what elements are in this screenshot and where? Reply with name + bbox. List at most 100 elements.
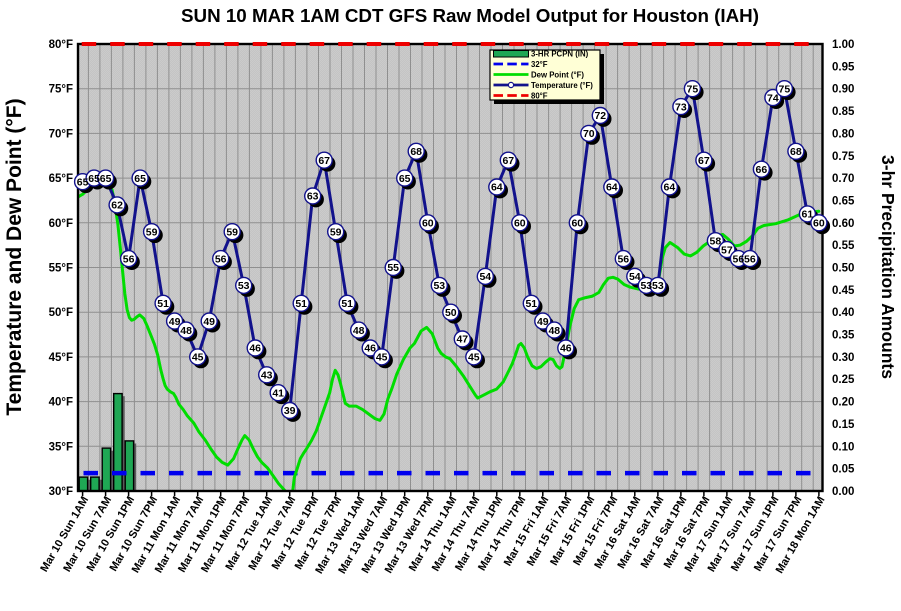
svg-text:Temperature (°F): Temperature (°F) [531, 81, 593, 90]
svg-text:61: 61 [802, 209, 814, 221]
svg-text:60: 60 [514, 218, 526, 230]
svg-text:73: 73 [675, 101, 687, 113]
svg-text:0.50: 0.50 [832, 263, 854, 275]
svg-text:65°F: 65°F [49, 173, 73, 185]
svg-text:64: 64 [664, 182, 676, 194]
svg-text:56: 56 [123, 253, 135, 265]
svg-text:57: 57 [721, 244, 733, 256]
svg-text:67: 67 [698, 155, 710, 167]
svg-text:1.00: 1.00 [832, 39, 854, 51]
svg-text:56: 56 [215, 253, 227, 265]
svg-text:46: 46 [249, 343, 261, 355]
svg-text:0.75: 0.75 [832, 151, 855, 163]
svg-text:0.65: 0.65 [832, 195, 855, 207]
svg-text:65: 65 [88, 173, 100, 185]
svg-text:75: 75 [687, 83, 699, 95]
svg-text:0.60: 0.60 [832, 218, 854, 230]
svg-text:43: 43 [261, 370, 273, 382]
svg-text:Dew Point (°F): Dew Point (°F) [531, 70, 584, 79]
svg-text:53: 53 [652, 280, 664, 292]
svg-text:45: 45 [192, 352, 204, 364]
svg-text:47: 47 [456, 334, 468, 346]
svg-text:0.15: 0.15 [832, 419, 855, 431]
svg-text:65: 65 [399, 173, 411, 185]
svg-text:72: 72 [594, 110, 606, 122]
svg-text:49: 49 [203, 316, 215, 328]
svg-text:64: 64 [606, 182, 618, 194]
svg-text:67: 67 [318, 155, 330, 167]
svg-text:0.05: 0.05 [832, 464, 855, 476]
svg-text:45: 45 [468, 352, 480, 364]
svg-text:46: 46 [560, 343, 572, 355]
svg-text:58: 58 [710, 235, 722, 247]
svg-text:0.20: 0.20 [832, 397, 854, 409]
svg-text:48: 48 [180, 325, 192, 337]
svg-text:60: 60 [813, 218, 825, 230]
svg-text:70: 70 [583, 128, 595, 140]
svg-text:0.00: 0.00 [832, 486, 854, 498]
svg-text:55°F: 55°F [49, 263, 73, 275]
svg-text:0.55: 0.55 [832, 240, 855, 252]
svg-text:59: 59 [146, 226, 158, 238]
svg-text:0.90: 0.90 [832, 84, 854, 96]
svg-text:51: 51 [341, 298, 353, 310]
svg-text:49: 49 [169, 316, 181, 328]
svg-text:75: 75 [779, 83, 791, 95]
svg-text:SUN 10 MAR 1AM CDT GFS Raw Mod: SUN 10 MAR 1AM CDT GFS Raw Model Output … [181, 5, 759, 26]
svg-text:67: 67 [502, 155, 514, 167]
svg-text:56: 56 [617, 253, 629, 265]
svg-text:56: 56 [733, 253, 745, 265]
svg-text:39: 39 [284, 405, 296, 417]
svg-text:64: 64 [491, 182, 503, 194]
svg-text:68: 68 [410, 146, 422, 158]
svg-text:51: 51 [525, 298, 537, 310]
svg-text:53: 53 [640, 280, 652, 292]
svg-text:65: 65 [77, 176, 89, 188]
svg-text:53: 53 [238, 280, 250, 292]
svg-text:62: 62 [111, 200, 123, 212]
svg-text:51: 51 [157, 298, 169, 310]
svg-text:0.85: 0.85 [832, 106, 855, 118]
svg-text:75°F: 75°F [49, 84, 73, 96]
svg-text:54: 54 [479, 271, 491, 283]
svg-text:0.25: 0.25 [832, 374, 855, 386]
svg-text:74: 74 [767, 92, 779, 104]
svg-text:0.80: 0.80 [832, 128, 854, 140]
svg-text:0.30: 0.30 [832, 352, 854, 364]
svg-text:45: 45 [376, 352, 388, 364]
svg-text:80°F: 80°F [49, 39, 73, 51]
svg-text:45°F: 45°F [49, 352, 73, 364]
svg-text:0.95: 0.95 [832, 61, 855, 73]
svg-text:48: 48 [548, 325, 560, 337]
svg-text:0.45: 0.45 [832, 285, 855, 297]
svg-text:65: 65 [134, 173, 146, 185]
svg-text:56: 56 [744, 253, 756, 265]
svg-text:66: 66 [756, 164, 768, 176]
svg-text:3-HR PCPN (IN): 3-HR PCPN (IN) [531, 49, 589, 58]
svg-text:55: 55 [387, 262, 399, 274]
svg-text:59: 59 [330, 226, 342, 238]
svg-text:49: 49 [537, 316, 549, 328]
svg-text:65: 65 [100, 173, 112, 185]
svg-text:70°F: 70°F [49, 128, 73, 140]
svg-text:59: 59 [226, 226, 238, 238]
svg-text:41: 41 [272, 387, 284, 399]
svg-text:0.40: 0.40 [832, 307, 854, 319]
svg-text:40°F: 40°F [49, 397, 73, 409]
svg-text:60°F: 60°F [49, 218, 73, 230]
svg-text:Temperature and Dew Point (°F): Temperature and Dew Point (°F) [3, 98, 26, 415]
svg-text:46: 46 [364, 343, 376, 355]
svg-text:48: 48 [353, 325, 365, 337]
svg-text:53: 53 [433, 280, 445, 292]
svg-text:0.10: 0.10 [832, 441, 854, 453]
svg-text:80°F: 80°F [531, 91, 548, 100]
svg-text:68: 68 [790, 146, 802, 158]
svg-text:51: 51 [295, 298, 307, 310]
svg-text:60: 60 [422, 218, 434, 230]
svg-text:50°F: 50°F [49, 307, 73, 319]
svg-text:35°F: 35°F [49, 441, 73, 453]
svg-text:0.35: 0.35 [832, 330, 855, 342]
svg-text:30°F: 30°F [49, 486, 73, 498]
svg-text:0.70: 0.70 [832, 173, 854, 185]
svg-text:54: 54 [629, 271, 641, 283]
